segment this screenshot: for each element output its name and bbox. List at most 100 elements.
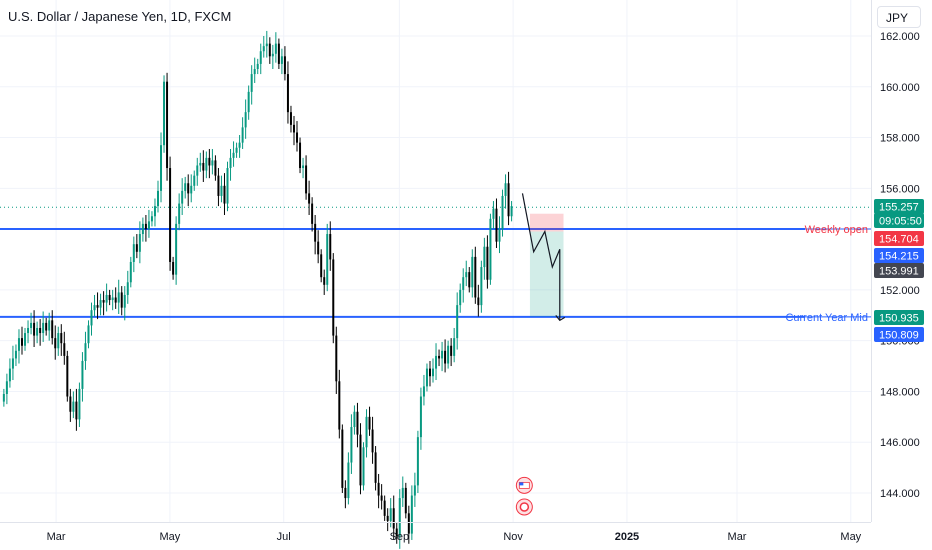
candle bbox=[111, 289, 114, 311]
candle bbox=[132, 236, 135, 273]
candle bbox=[129, 256, 132, 288]
candle bbox=[432, 358, 435, 383]
candle-body bbox=[193, 175, 196, 186]
candle-body bbox=[480, 267, 483, 306]
candle-body bbox=[302, 165, 305, 169]
candle bbox=[407, 505, 410, 544]
candle-body bbox=[144, 223, 147, 229]
candle-body bbox=[407, 513, 410, 534]
candle bbox=[214, 155, 217, 181]
price-label-bg bbox=[874, 263, 924, 278]
candle bbox=[181, 178, 184, 215]
candle bbox=[244, 99, 247, 139]
candle bbox=[350, 414, 353, 474]
candle bbox=[492, 201, 495, 229]
candle-body bbox=[432, 368, 435, 377]
candle-body bbox=[205, 157, 208, 171]
candle-body bbox=[428, 368, 431, 377]
candle bbox=[410, 485, 413, 540]
candle-body bbox=[362, 447, 365, 486]
candle-body bbox=[256, 63, 259, 70]
candle bbox=[108, 289, 111, 306]
candle-body bbox=[250, 74, 253, 92]
price-labels: 155.257 09:05:50 154.704 154.215 153.991 150.… bbox=[874, 199, 924, 342]
candle bbox=[123, 286, 126, 321]
candle-body bbox=[380, 495, 383, 501]
candle-body bbox=[178, 203, 181, 224]
candle bbox=[39, 319, 42, 346]
candle bbox=[238, 135, 241, 158]
us-flag-event-icon[interactable] bbox=[515, 476, 533, 494]
candle bbox=[51, 310, 54, 345]
candle bbox=[241, 117, 244, 149]
candle bbox=[172, 256, 175, 280]
candle bbox=[395, 522, 398, 544]
candle bbox=[72, 391, 75, 419]
candle bbox=[66, 350, 69, 402]
candle bbox=[265, 30, 268, 58]
candle bbox=[63, 331, 66, 365]
x-tick-label: Nov bbox=[503, 531, 523, 543]
candle-body bbox=[365, 416, 368, 448]
candle-body bbox=[314, 223, 317, 242]
candle bbox=[286, 61, 289, 124]
candle-body bbox=[441, 350, 444, 359]
candle-body bbox=[30, 322, 33, 328]
candle-body bbox=[69, 396, 72, 412]
candle bbox=[489, 213, 492, 285]
candle-body bbox=[308, 193, 311, 204]
candle bbox=[386, 508, 389, 532]
candle-body bbox=[510, 206, 513, 217]
candle-body bbox=[386, 515, 389, 521]
candle bbox=[477, 284, 480, 317]
candle bbox=[495, 198, 498, 248]
stop-loss-zone bbox=[529, 213, 564, 232]
candle-body bbox=[187, 183, 190, 194]
candle bbox=[147, 209, 150, 238]
candle bbox=[2, 388, 5, 407]
candle-body bbox=[277, 43, 280, 64]
candle bbox=[48, 312, 51, 341]
price-label-text: 09:05:50 bbox=[879, 216, 922, 228]
candle bbox=[416, 430, 419, 493]
candle-body bbox=[214, 160, 217, 176]
candle bbox=[8, 358, 11, 388]
candle-body bbox=[507, 183, 510, 217]
price-label-bg bbox=[874, 213, 924, 228]
candle-body bbox=[410, 495, 413, 534]
candle-body bbox=[401, 487, 404, 499]
candle bbox=[253, 57, 256, 83]
candle bbox=[353, 405, 356, 435]
candle-body bbox=[311, 203, 314, 224]
candle-body bbox=[262, 46, 265, 52]
candle-body bbox=[36, 327, 39, 336]
candle bbox=[141, 217, 144, 242]
arrow-head-icon bbox=[555, 314, 566, 322]
candle-body bbox=[87, 325, 90, 344]
candle bbox=[54, 325, 57, 360]
candle bbox=[144, 214, 147, 242]
price-label-text: 150.935 bbox=[879, 313, 919, 325]
candle-body bbox=[33, 322, 36, 336]
candle-body bbox=[459, 289, 462, 306]
candle-body bbox=[368, 416, 371, 430]
candle bbox=[383, 495, 386, 521]
x-tick-label: May bbox=[160, 531, 181, 543]
candle-body bbox=[292, 124, 295, 133]
currency-button[interactable]: JPY bbox=[877, 6, 921, 28]
candle-body bbox=[474, 256, 477, 298]
time-axis[interactable]: Mar May Jul Sep Nov 2025 Mar May bbox=[47, 531, 862, 543]
level-label: Weekly open bbox=[805, 224, 868, 236]
candle-body bbox=[184, 183, 187, 191]
candle bbox=[320, 249, 323, 283]
price-label-mid: 150.935 bbox=[874, 310, 924, 325]
earnings-event-icon[interactable] bbox=[515, 498, 533, 516]
candle-body bbox=[356, 411, 359, 435]
candle-body bbox=[416, 437, 419, 486]
candle bbox=[169, 156, 172, 271]
candle-body bbox=[93, 305, 96, 311]
candle bbox=[347, 452, 350, 505]
price-label-text: 153.991 bbox=[879, 266, 919, 278]
price-label-text: 155.257 bbox=[879, 202, 919, 214]
